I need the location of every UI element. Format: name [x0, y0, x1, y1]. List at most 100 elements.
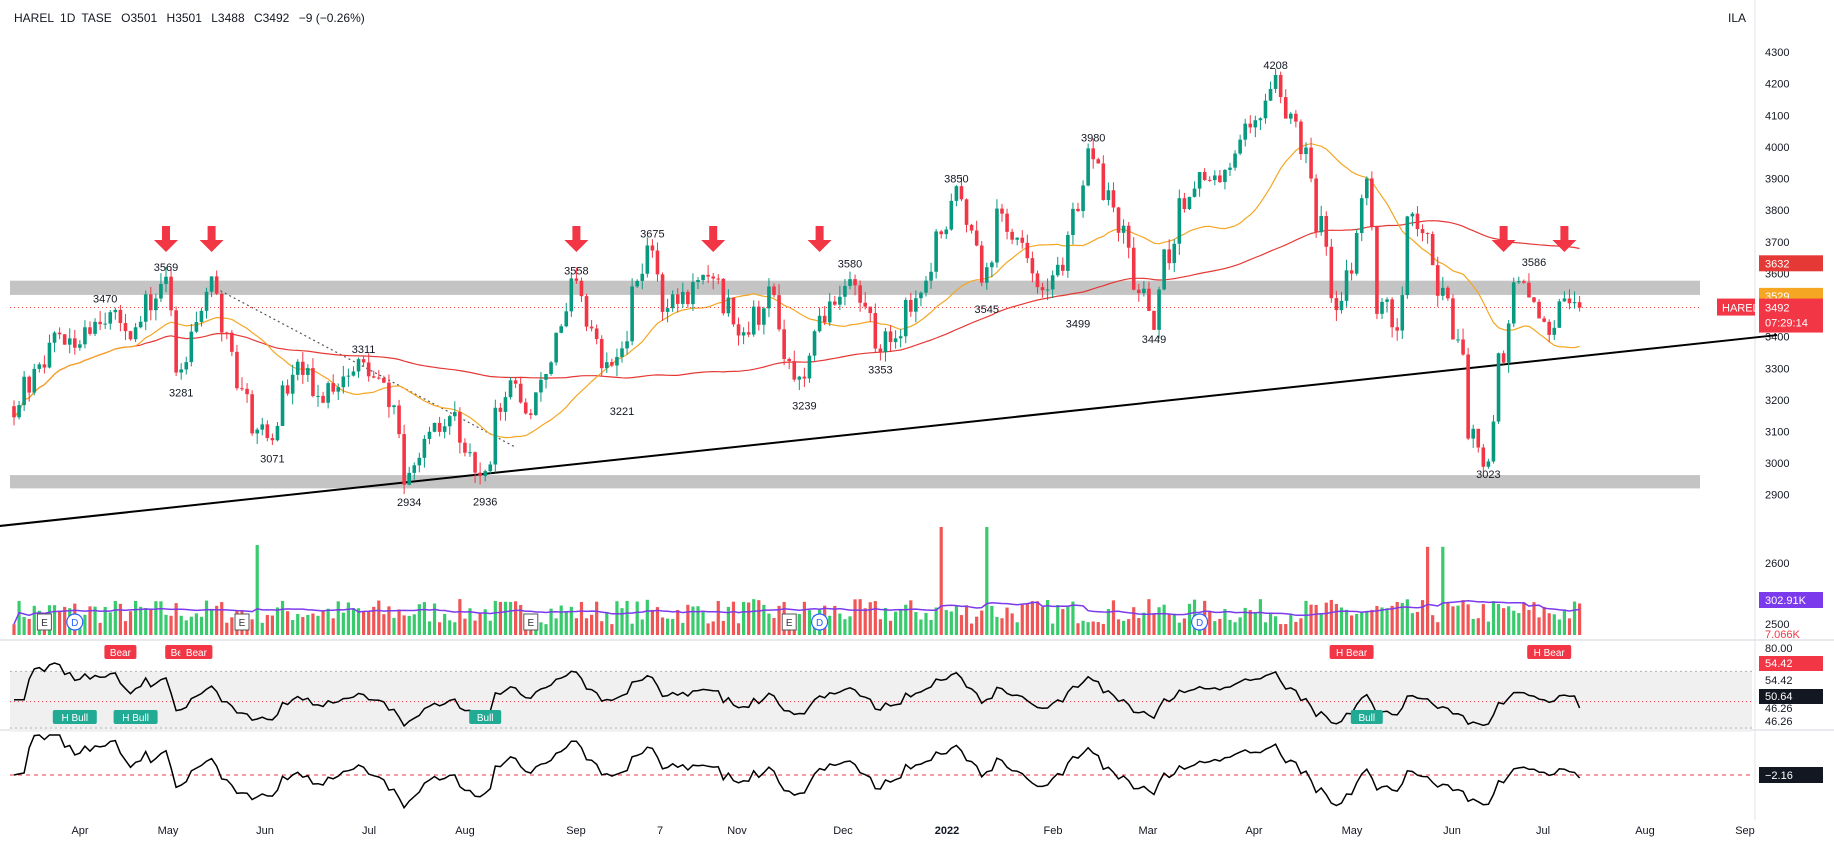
candle-body — [772, 286, 776, 296]
volume-bar — [1365, 611, 1369, 635]
volume-bar — [128, 611, 133, 635]
volume-bar — [387, 606, 391, 635]
candle-body — [746, 332, 751, 335]
volume-bar — [1116, 619, 1121, 635]
candle-body — [1106, 190, 1111, 200]
volume-bar — [1405, 599, 1409, 635]
candle-body — [1035, 273, 1040, 288]
candle-body — [741, 332, 746, 336]
symbol-tag: HAREL — [1722, 303, 1759, 315]
candle-body — [483, 471, 487, 477]
volume-bar — [1132, 607, 1136, 635]
candle-body — [62, 334, 67, 345]
volume-bar — [1208, 611, 1212, 635]
countdown-label: 07:29:14 — [1765, 318, 1808, 330]
candle-body — [1522, 281, 1526, 283]
candle-body — [1517, 281, 1521, 283]
candle-body — [610, 362, 614, 366]
candle-body — [645, 245, 650, 274]
volume-bar — [853, 599, 857, 635]
price-tick-label: 4200 — [1765, 79, 1789, 91]
down-arrow-icon — [701, 226, 726, 252]
dividend-marker-icon — [1190, 613, 1209, 631]
volume-bar — [346, 602, 350, 635]
candle-body — [1476, 428, 1481, 448]
volume-bar — [1030, 601, 1034, 635]
candle-body — [341, 376, 346, 388]
volume-bar — [159, 601, 163, 635]
candle-body — [1228, 167, 1232, 170]
candle-body — [42, 364, 47, 368]
candle-body — [1344, 270, 1349, 301]
volume-bar — [655, 607, 660, 635]
candle-body — [37, 364, 42, 369]
candle-body — [1319, 216, 1323, 233]
earnings-marker-label: E — [239, 618, 246, 629]
candle-body — [1334, 298, 1339, 311]
volume-bar — [83, 614, 87, 635]
candle-body — [833, 301, 837, 305]
candle-body — [1405, 216, 1410, 296]
volume-bar — [341, 612, 345, 635]
candle-body — [1202, 172, 1207, 180]
volume-bar — [615, 601, 619, 635]
earnings-marker-icon — [36, 613, 52, 631]
volume-bar — [331, 618, 335, 635]
volume-bar — [858, 599, 862, 635]
dividend-marker-label: D — [71, 618, 78, 629]
volume-bar — [1507, 606, 1511, 635]
volume-bar — [1512, 610, 1516, 635]
volume-bar — [650, 609, 654, 635]
volume-bar — [326, 608, 330, 635]
volume-bar — [519, 605, 523, 635]
volume-bar — [1177, 622, 1181, 635]
swing-price-label: 2934 — [397, 497, 421, 509]
volume-axis-tick: 2600 — [1765, 558, 1789, 570]
candle-body — [635, 280, 639, 287]
volume-bar — [230, 617, 234, 635]
candle-body — [1451, 298, 1455, 340]
volume-bar — [488, 620, 492, 635]
candle-body — [1268, 88, 1273, 101]
swing-price-label: 3239 — [792, 401, 816, 413]
candle-body — [544, 374, 548, 380]
volume-bar — [1279, 624, 1283, 635]
candle-body — [245, 388, 249, 395]
volume-bar — [58, 610, 62, 635]
swing-price-label: 3558 — [564, 266, 588, 278]
candle-body — [377, 377, 381, 379]
candle-body — [1532, 297, 1536, 302]
volume-bar — [32, 605, 36, 635]
volume-bar — [301, 617, 305, 635]
volume-bar — [747, 602, 751, 635]
volume-bar — [964, 605, 969, 635]
volume-bar — [1157, 607, 1161, 635]
volume-bar — [1471, 618, 1475, 635]
volume-bar — [1517, 613, 1521, 635]
volume-bar — [250, 619, 254, 635]
candle-body — [599, 338, 604, 369]
volume-bar — [1319, 613, 1323, 635]
volume-bar — [1020, 604, 1024, 635]
ma-slow-badge: 3632 — [1765, 258, 1789, 270]
volume-bar — [1096, 622, 1100, 635]
candle-body — [78, 344, 82, 348]
candle-body — [1491, 421, 1496, 462]
candle-body — [164, 276, 168, 284]
earnings-marker-icon — [234, 613, 250, 631]
candle-body — [143, 294, 148, 322]
time-axis-label: Apr — [1245, 825, 1262, 837]
divergence-tag-bg — [1329, 645, 1374, 659]
volume-bar — [1111, 600, 1116, 635]
volume-bar — [600, 621, 604, 635]
rsi-badge-bg — [1759, 656, 1823, 671]
candle-body — [1152, 310, 1156, 330]
candle-body — [468, 452, 472, 454]
volume-bar — [1446, 601, 1450, 635]
candle-body — [1552, 327, 1557, 335]
oscillator-badge-bg — [1759, 767, 1823, 783]
volume-bar — [1329, 599, 1333, 635]
candle-body — [1172, 243, 1177, 264]
volume-bar — [275, 607, 280, 635]
